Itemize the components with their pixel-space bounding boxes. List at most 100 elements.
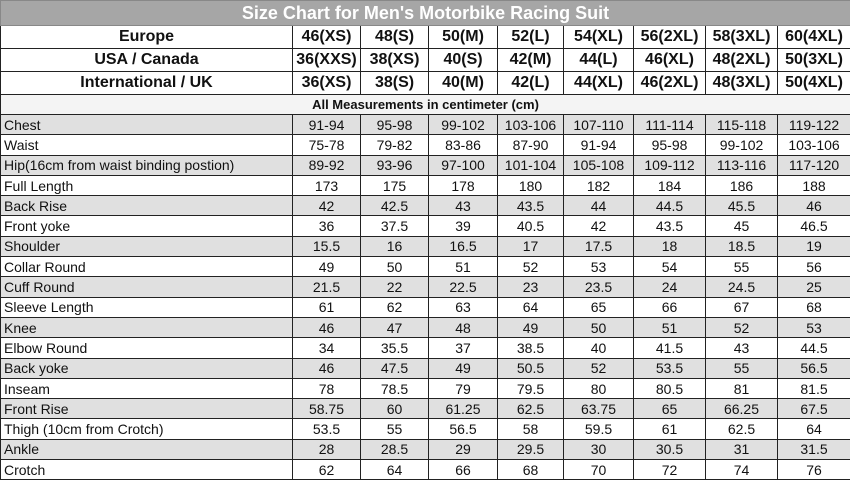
cell-value: 186 (705, 174, 778, 197)
row-label: Sleeve Length (0, 296, 293, 318)
cell-value: 43 (705, 337, 778, 359)
cell-value: 44.5 (776, 337, 850, 359)
row-label: Full Length (0, 174, 293, 197)
cell-value: 52 (705, 316, 778, 339)
cell-value: 55 (705, 256, 778, 278)
cell-value: 43.5 (633, 215, 706, 237)
cell-value: 42(L) (497, 71, 564, 95)
chart-title: Size Chart for Men's Motorbike Racing Su… (0, 0, 850, 26)
table-row: Sleeve Length 61 62 63 64 65 66 67 68 (0, 296, 850, 318)
cell-value: 79 (428, 377, 498, 400)
row-label: Elbow Round (0, 337, 293, 359)
cell-value: 54 (633, 256, 706, 278)
cell-value: 93-96 (360, 154, 429, 176)
cell-value: 44 (563, 195, 634, 217)
cell-value: 72 (633, 459, 706, 481)
cell-value: 35.5 (360, 337, 429, 359)
cell-value: 42 (563, 215, 634, 237)
cell-value: 83-86 (428, 134, 498, 156)
cell-value: 17 (497, 235, 564, 258)
cell-value: 25 (776, 276, 850, 298)
cell-value: 42 (292, 195, 361, 217)
cell-value: 63.75 (563, 398, 634, 420)
cell-value: 68 (776, 296, 850, 318)
cell-value: 78.5 (360, 377, 429, 400)
row-label: USA / Canada (0, 48, 293, 72)
cell-value: 39 (428, 215, 498, 237)
cell-value: 44.5 (633, 195, 706, 217)
cell-value: 29 (428, 438, 498, 461)
row-label: International / UK (0, 71, 293, 95)
cell-value: 107-110 (563, 113, 634, 136)
cell-value: 53.5 (292, 418, 361, 440)
cell-value: 81 (705, 377, 778, 400)
cell-value: 59.5 (563, 418, 634, 440)
table-row: Elbow Round 34 35.5 37 38.5 40 41.5 43 44.5 (0, 337, 850, 359)
cell-value: 66 (428, 459, 498, 481)
cell-value: 188 (776, 174, 850, 197)
cell-value: 16.5 (428, 235, 498, 258)
cell-value: 40(S) (428, 48, 498, 72)
cell-value: 45.5 (705, 195, 778, 217)
cell-value: 19 (776, 235, 850, 258)
cell-value: 99-102 (705, 134, 778, 156)
cell-value: 53 (776, 316, 850, 339)
cell-value: 62.5 (705, 418, 778, 440)
cell-value: 109-112 (633, 154, 706, 176)
cell-value: 80 (563, 377, 634, 400)
cell-value: 65 (563, 296, 634, 318)
cell-value: 81.5 (776, 377, 850, 400)
cell-value: 31 (705, 438, 778, 461)
cell-value: 53.5 (633, 357, 706, 379)
table-row: Ankle 28 28.5 29 29.5 30 30.5 31 31.5 (0, 438, 850, 461)
cell-value: 28 (292, 438, 361, 461)
cell-value: 36 (292, 215, 361, 237)
cell-value: 79.5 (497, 377, 564, 400)
row-label: Front Rise (0, 398, 293, 420)
row-label: Back yoke (0, 357, 293, 379)
cell-value: 89-92 (292, 154, 361, 176)
cell-value: 21.5 (292, 276, 361, 298)
cell-value: 175 (360, 174, 429, 197)
cell-value: 184 (633, 174, 706, 197)
cell-value: 50(M) (428, 25, 498, 49)
cell-value: 24.5 (705, 276, 778, 298)
cell-value: 43 (428, 195, 498, 217)
cell-value: 38(XS) (360, 48, 429, 72)
table-row: Crotch 62 64 66 68 70 72 74 76 (0, 459, 850, 481)
cell-value: 95-98 (633, 134, 706, 156)
row-label: Knee (0, 316, 293, 339)
cell-value: 67 (705, 296, 778, 318)
cell-value: 47.5 (360, 357, 429, 379)
row-label: Hip(16cm from waist binding postion) (0, 154, 293, 176)
note-row: All Measurements in centimeter (cm) (0, 94, 850, 115)
row-label: Chest (0, 113, 293, 136)
table-row: Waist 75-78 79-82 83-86 87-90 91-94 95-98 99-10… (0, 134, 850, 156)
cell-value: 40.5 (497, 215, 564, 237)
cell-value: 40(M) (428, 71, 498, 95)
table-row: Collar Round 49 50 51 52 53 54 55 56 (0, 256, 850, 278)
cell-value: 64 (360, 459, 429, 481)
row-label: Inseam (0, 377, 293, 400)
cell-value: 60(4XL) (776, 25, 850, 49)
table-row: Thigh (10cm from Crotch) 53.5 55 56.5 58 59.5… (0, 418, 850, 440)
cell-value: 24 (633, 276, 706, 298)
cell-value: 53 (563, 256, 634, 278)
cell-value: 38(S) (360, 71, 429, 95)
row-label: Ankle (0, 438, 293, 461)
cell-value: 66.25 (705, 398, 778, 420)
cell-value: 61.25 (428, 398, 498, 420)
size-row: International / UK 36(XS) 38(S) 40(M) 42(L) 4… (0, 71, 850, 95)
cell-value: 17.5 (563, 235, 634, 258)
cell-value: 47 (360, 316, 429, 339)
cell-value: 46(XS) (292, 25, 361, 49)
row-label: Thigh (10cm from Crotch) (0, 418, 293, 440)
cell-value: 48(2XL) (705, 48, 778, 72)
cell-value: 15.5 (292, 235, 361, 258)
cell-value: 22 (360, 276, 429, 298)
cell-value: 62 (360, 296, 429, 318)
row-label: Waist (0, 134, 293, 156)
row-label: Shoulder (0, 235, 293, 258)
cell-value: 46 (776, 195, 850, 217)
cell-value: 91-94 (292, 113, 361, 136)
